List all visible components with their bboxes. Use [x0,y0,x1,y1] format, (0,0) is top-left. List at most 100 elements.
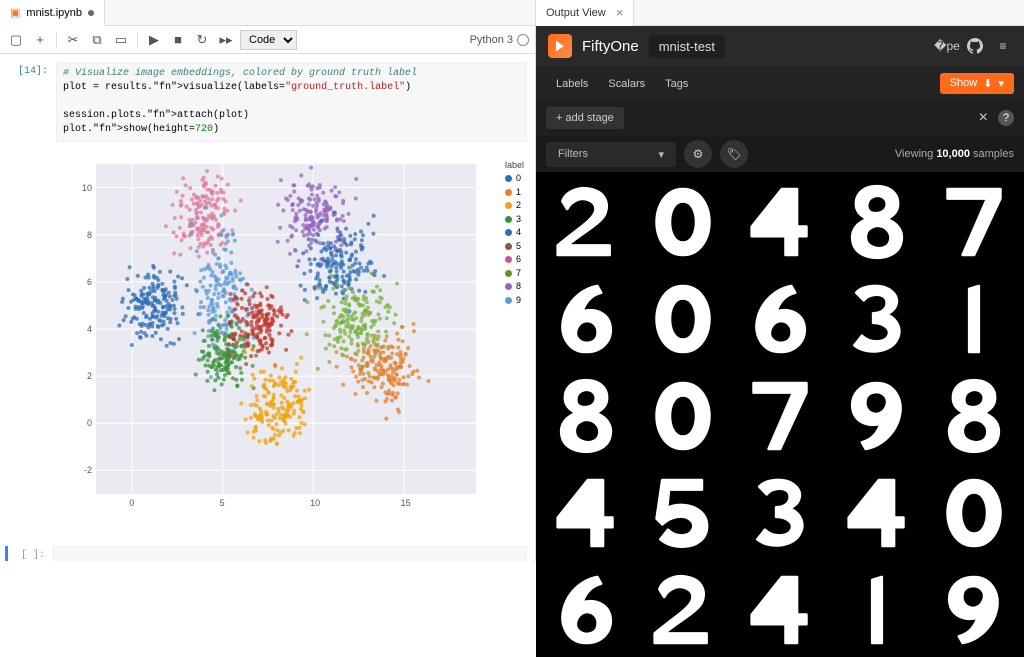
output-view-pane: Output View × FiftyOne mnist-test �ре ≡ … [536,0,1024,561]
sample-thumbnail[interactable] [636,175,730,269]
fiftyone-brand: FiftyOne [582,38,639,55]
slack-icon[interactable]: �ре [938,37,956,55]
sample-thumbnail[interactable] [830,563,924,657]
run-button[interactable]: ▶ [144,30,164,50]
y-tick-label: 0 [87,418,92,428]
sample-thumbnail[interactable] [636,272,730,366]
sample-thumbnail[interactable] [733,466,827,560]
notebook-tab-label: mnist.ipynb [26,7,82,19]
sample-thumbnail[interactable] [927,272,1021,366]
cell-type-select[interactable]: Code [240,30,297,50]
chart-legend: label 0123456789 [505,160,524,307]
scatter-svg [96,164,476,494]
sample-thumbnail[interactable] [733,369,827,463]
fiftyone-logo-icon [548,34,572,58]
cell-output: -20246810 051015 label 0123456789 [56,142,527,538]
legend-item: 2 [505,199,524,213]
tag-button[interactable]: 🏷 [720,140,748,168]
tab-labels[interactable]: Labels [546,74,598,94]
stop-button[interactable]: ■ [168,30,188,50]
y-tick-label: 10 [82,183,92,193]
show-button-label: Show [950,77,978,89]
sample-thumbnail[interactable] [539,563,633,657]
help-button[interactable]: ? [998,110,1014,126]
unsaved-indicator-icon [88,10,94,16]
cell-prompt: [14]: [8,62,56,538]
sample-thumbnail[interactable] [830,272,924,366]
output-view-tab[interactable]: Output View × [536,0,634,26]
sample-thumbnail[interactable] [927,466,1021,560]
sample-grid[interactable] [536,172,1024,657]
sample-thumbnail[interactable] [830,466,924,560]
empty-code-cell[interactable]: [ ]: [0,544,535,561]
legend-item: 9 [505,294,524,308]
download-icon: ⬇ [983,77,992,90]
docs-icon[interactable]: ≡ [994,37,1012,55]
run-all-button[interactable]: ▸▸ [216,30,236,50]
plot-area [96,164,476,494]
show-button[interactable]: Show ⬇ ▾ [940,73,1014,94]
code-editor[interactable]: # Visualize image embeddings, colored by… [56,62,527,142]
legend-item: 3 [505,213,524,227]
kernel-label: Python 3 [470,34,513,46]
legend-item: 5 [505,240,524,254]
y-tick-label: -2 [84,465,92,475]
kernel-indicator[interactable]: Python 3 [470,34,529,46]
sample-thumbnail[interactable] [636,466,730,560]
sample-thumbnail[interactable] [539,272,633,366]
x-tick-label: 15 [401,498,411,508]
tag-icon: 🏷 [726,147,741,161]
filters-dropdown[interactable]: Filters ▾ [546,142,676,167]
add-cell-button[interactable]: + [30,30,50,50]
sample-thumbnail[interactable] [927,369,1021,463]
sample-thumbnail[interactable] [927,563,1021,657]
copy-button[interactable]: ⧉ [87,30,107,50]
sample-thumbnail[interactable] [830,369,924,463]
legend-item: 6 [505,253,524,267]
empty-code-editor[interactable] [53,546,527,561]
jupyter-logo-icon: ▣ [10,6,20,19]
tab-tags[interactable]: Tags [655,74,698,94]
sample-thumbnail[interactable] [733,563,827,657]
gear-icon: ⚙ [693,147,704,161]
sample-thumbnail[interactable] [539,175,633,269]
notebook-tab[interactable]: ▣ mnist.ipynb [0,0,105,26]
settings-button[interactable]: ⚙ [684,140,712,168]
fiftyone-filter-bar: Filters ▾ ⚙ 🏷 Viewing 10,000 samples [536,136,1024,172]
sample-thumbnail[interactable] [830,175,924,269]
sample-thumbnail[interactable] [539,369,633,463]
legend-item: 1 [505,186,524,200]
sample-thumbnail[interactable] [733,272,827,366]
sample-thumbnail[interactable] [927,175,1021,269]
scatter-chart[interactable]: -20246810 051015 label 0123456789 [56,154,526,534]
sample-thumbnail[interactable] [733,175,827,269]
tab-scalars[interactable]: Scalars [598,74,655,94]
github-icon[interactable] [966,37,984,55]
viewing-count: Viewing 10,000 samples [895,148,1014,160]
sample-thumbnail[interactable] [636,563,730,657]
kernel-status-icon [517,34,529,46]
chevron-down-icon: ▾ [998,77,1004,90]
close-icon[interactable]: × [616,5,624,20]
y-tick-label: 4 [87,324,92,334]
fiftyone-subbar: LabelsScalarsTags Show ⬇ ▾ [536,66,1024,100]
dataset-name[interactable]: mnist-test [649,35,725,58]
save-button[interactable]: ▢ [6,30,26,50]
cut-button[interactable]: ✂ [63,30,83,50]
fiftyone-app: FiftyOne mnist-test �ре ≡ LabelsScalarsT… [536,26,1024,657]
sample-thumbnail[interactable] [636,369,730,463]
add-stage-button[interactable]: + add stage [546,107,624,129]
jupyter-toolbar: ▢ + ✂ ⧉ ▭ ▶ ■ ↻ ▸▸ Code Python 3 [0,26,535,54]
sample-thumbnail[interactable] [539,466,633,560]
empty-cell-prompt: [ ]: [5,546,53,561]
y-tick-label: 6 [87,277,92,287]
clear-stages-button[interactable]: × [979,109,988,127]
code-cell[interactable]: [14]: # Visualize image embeddings, colo… [0,60,535,540]
legend-item: 8 [505,280,524,294]
paste-button[interactable]: ▭ [111,30,131,50]
restart-button[interactable]: ↻ [192,30,212,50]
filters-label: Filters [558,148,588,160]
legend-item: 7 [505,267,524,281]
jupyter-tab-bar: ▣ mnist.ipynb [0,0,535,26]
legend-item: 4 [505,226,524,240]
